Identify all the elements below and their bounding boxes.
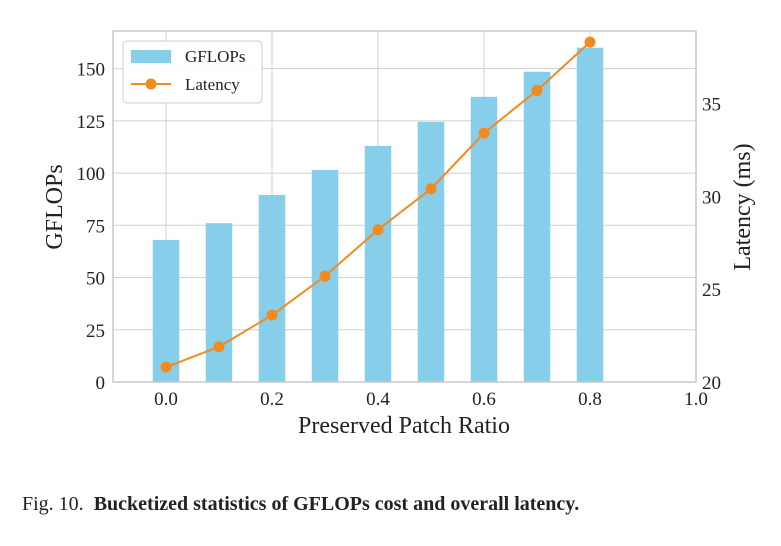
line-point xyxy=(319,270,331,282)
legend-label-gflops: GFLOPs xyxy=(185,47,245,66)
x-axis-label: Preserved Patch Ratio xyxy=(298,413,510,439)
legend-label-latency: Latency xyxy=(185,75,240,94)
y-left-tick-label: 0 xyxy=(96,373,106,394)
caption-prefix: Fig. 10. xyxy=(22,493,84,515)
bar xyxy=(258,195,286,382)
y-left-tick-label: 75 xyxy=(86,216,105,237)
tick-labels: 0.0 0.2 0.4 0.6 0.8 1.0 0 25 50 75 100 125 150 20 25 30… xyxy=(77,60,722,410)
bar xyxy=(523,71,551,382)
bar xyxy=(205,223,233,382)
y-left-tick-label: 125 xyxy=(77,112,106,133)
bar xyxy=(417,121,445,383)
y-right-tick-label: 20 xyxy=(702,373,721,394)
bar-series-gflops xyxy=(152,47,604,383)
caption-text: Bucketized statistics of GFLOPs cost and… xyxy=(93,493,580,515)
bar xyxy=(364,145,392,382)
legend-swatch-gflops xyxy=(131,50,171,63)
x-tick-label: 1.0 xyxy=(684,389,708,410)
x-tick-label: 0.6 xyxy=(472,389,496,410)
bar xyxy=(152,239,180,382)
y-right-tick-label: 35 xyxy=(702,94,721,115)
y-axis-label-right: Latency (ms) xyxy=(730,143,756,270)
line-point xyxy=(266,309,278,321)
line-point xyxy=(160,361,172,373)
y-axis-label-left: GFLOPs xyxy=(42,164,68,249)
y-left-tick-label: 100 xyxy=(77,164,106,185)
y-left-tick-label: 25 xyxy=(86,321,105,342)
x-tick-label: 0.2 xyxy=(260,389,284,410)
legend: GFLOPs Latency xyxy=(122,40,263,104)
line-point xyxy=(372,224,384,236)
x-tick-label: 0.4 xyxy=(366,389,390,410)
line-point xyxy=(213,341,225,353)
bar xyxy=(470,96,498,382)
line-point xyxy=(478,127,490,139)
y-right-tick-label: 30 xyxy=(702,187,721,208)
plot-frame xyxy=(112,30,697,383)
y-left-tick-label: 150 xyxy=(77,60,106,81)
line-point xyxy=(584,36,596,48)
chart: 0.0 0.2 0.4 0.6 0.8 1.0 0 25 50 75 100 125 150 20 25 30… xyxy=(42,30,756,439)
y-right-tick-label: 25 xyxy=(702,280,721,301)
legend-marker-latency xyxy=(145,78,157,90)
x-tick-label: 0.0 xyxy=(154,389,178,410)
y-left-tick-label: 50 xyxy=(86,269,105,290)
line-point xyxy=(531,84,543,96)
x-tick-label: 0.8 xyxy=(578,389,602,410)
line-series-latency xyxy=(160,36,596,373)
line-point xyxy=(425,183,437,195)
bar xyxy=(576,47,604,382)
figure-caption: Fig. 10. Bucketized statistics of GFLOPs… xyxy=(22,493,762,516)
